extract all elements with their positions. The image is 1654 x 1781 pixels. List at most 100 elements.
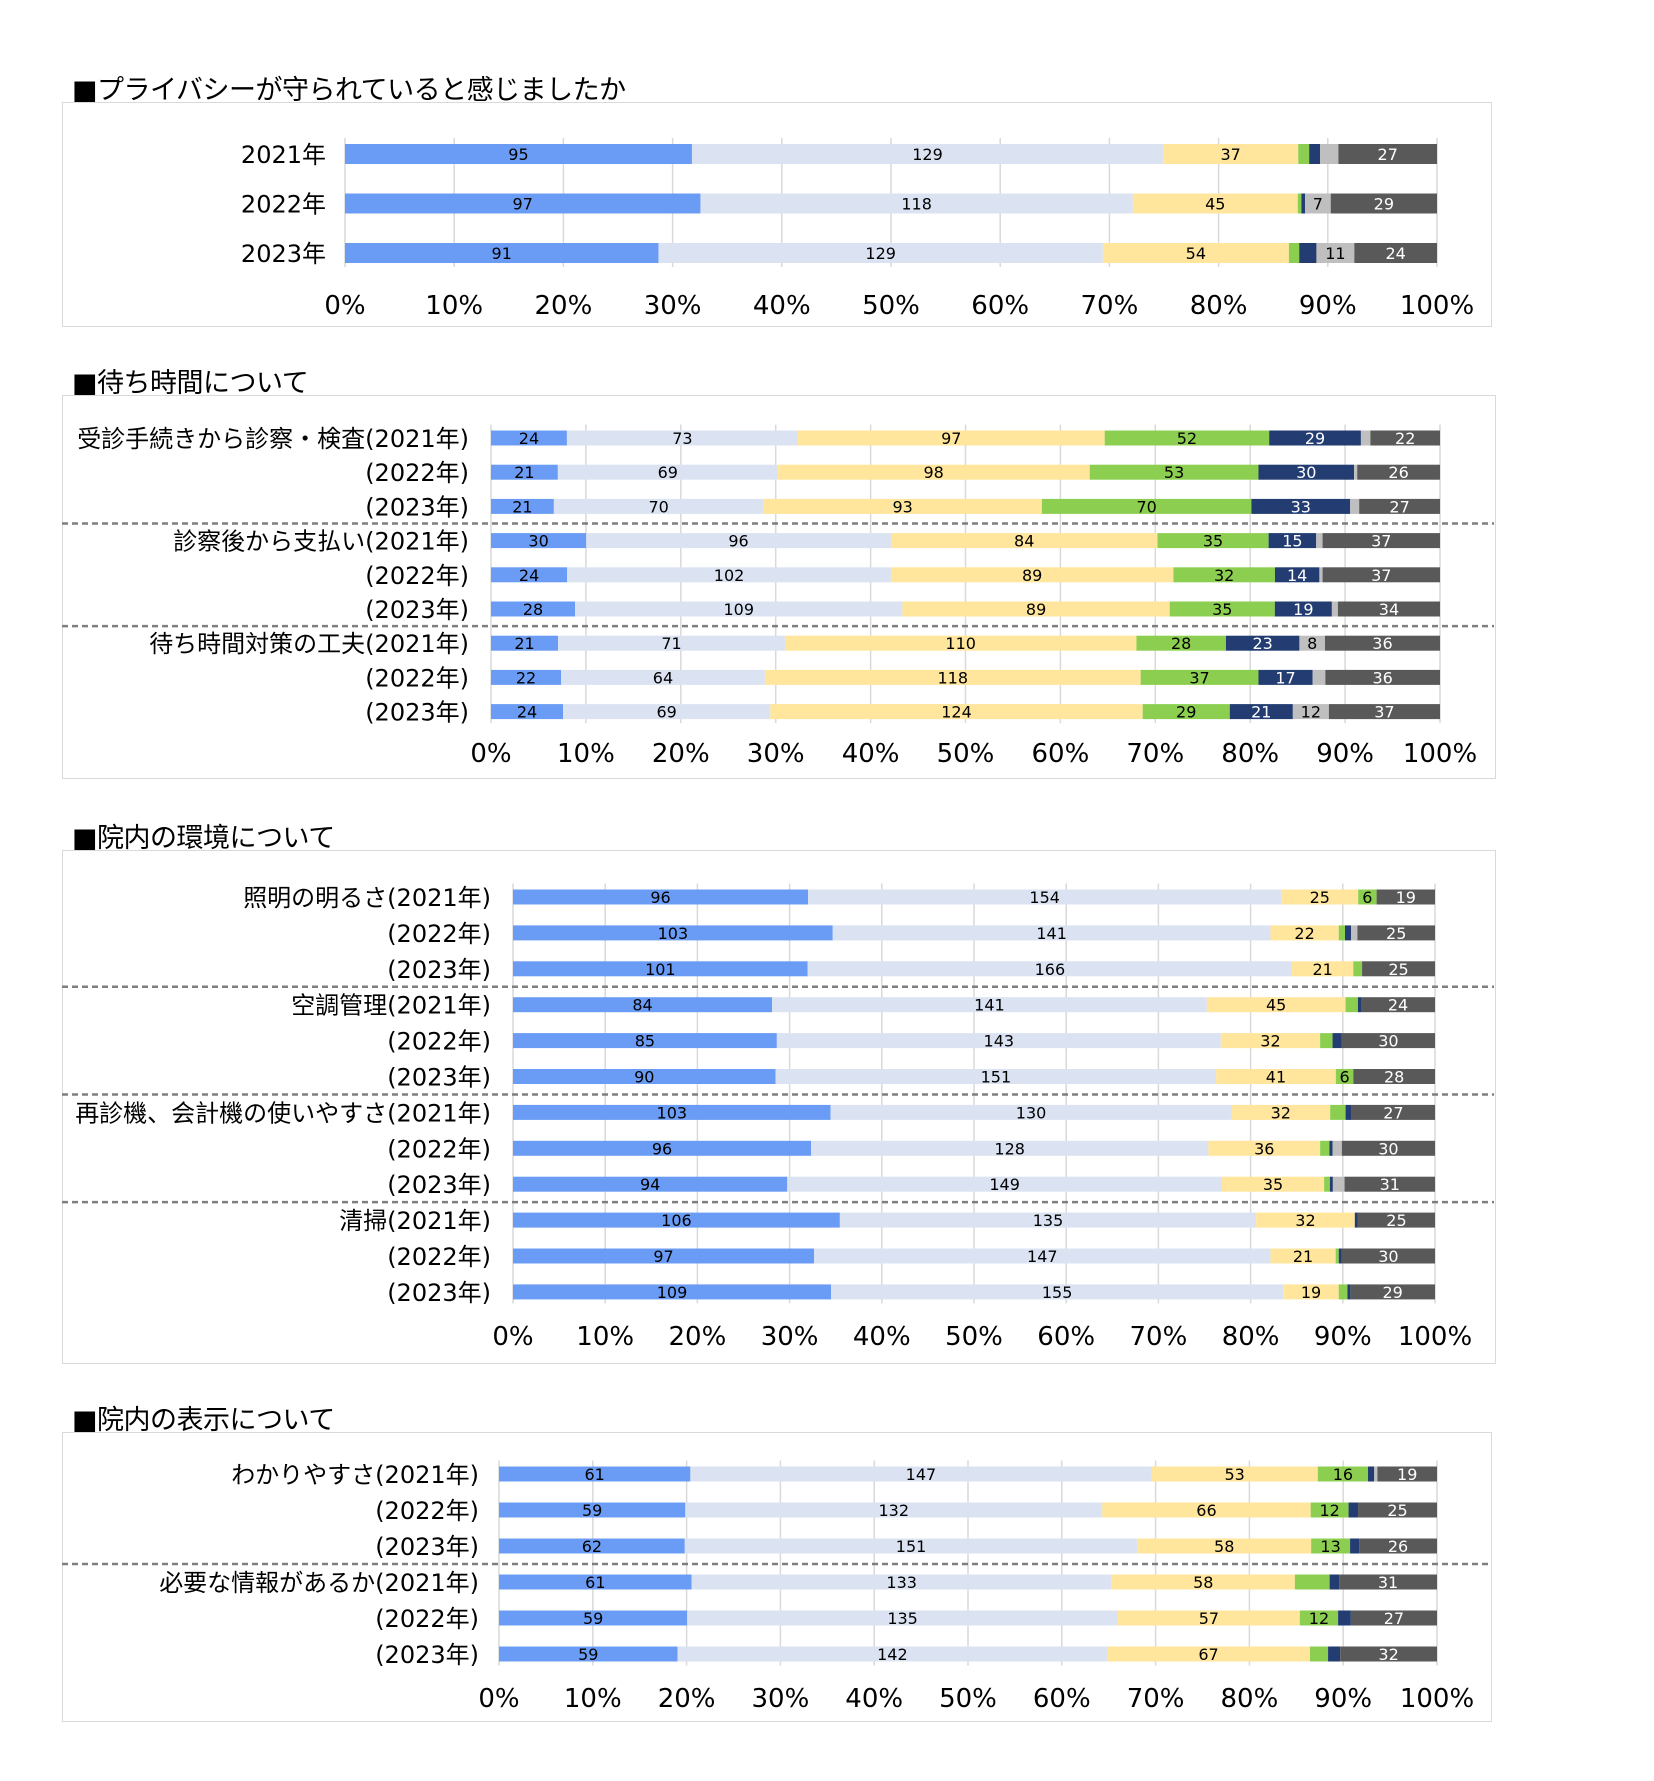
category-label: (2023年)	[387, 956, 491, 984]
bar-segment	[1357, 1212, 1435, 1228]
category-label: (2022年)	[387, 1028, 491, 1056]
bar-segment	[764, 669, 1141, 685]
bar-segment	[1359, 1538, 1437, 1554]
data-label: 109	[657, 1283, 688, 1302]
bar-segment	[513, 925, 833, 941]
bar-segment	[1329, 1574, 1340, 1590]
bar-segment	[1330, 193, 1437, 214]
bar-segment	[1376, 889, 1435, 905]
data-label: 27	[1383, 1103, 1403, 1122]
data-label: 19	[1396, 888, 1416, 907]
bar-segment	[345, 144, 692, 164]
bar-segment	[1316, 533, 1323, 549]
bar-segment	[1298, 144, 1310, 164]
bar-segment	[831, 1284, 1284, 1300]
bar-segment	[1220, 1033, 1321, 1049]
bar-segment	[1338, 1610, 1351, 1626]
category-label: 受診手続きから診察・検査(2021年)	[77, 425, 469, 453]
x-tick-label: 20%	[535, 291, 593, 321]
data-label: 32	[1378, 1645, 1398, 1664]
data-label: 25	[1386, 924, 1406, 943]
data-label: 27	[1384, 1609, 1404, 1628]
bar-segment	[586, 533, 891, 549]
x-tick-label: 20%	[669, 1322, 727, 1352]
data-label: 22	[1395, 429, 1415, 448]
bar-segment	[575, 601, 903, 617]
bar-segment	[1360, 430, 1371, 446]
data-label: 37	[1189, 668, 1209, 687]
data-label: 37	[1220, 145, 1240, 164]
data-label: 103	[658, 924, 689, 943]
bar-segment	[1316, 243, 1355, 263]
bar-segment	[1222, 1176, 1325, 1192]
data-label: 166	[1035, 960, 1066, 979]
category-label: (2023年)	[365, 596, 469, 624]
bar-segment	[1332, 1140, 1342, 1156]
bar-segment	[1350, 1538, 1360, 1554]
category-label: 2021年	[241, 141, 326, 169]
bar-segment	[1324, 1176, 1330, 1192]
data-label: 141	[1036, 924, 1067, 943]
bar-segment	[1151, 1466, 1318, 1482]
bar-segment	[687, 1610, 1118, 1626]
data-label: 85	[635, 1032, 655, 1051]
bar-segment	[1351, 925, 1358, 941]
bar-segment	[1331, 601, 1338, 617]
bar-segment	[1347, 1284, 1351, 1300]
data-label: 31	[1378, 1573, 1398, 1592]
data-label: 24	[1385, 244, 1405, 263]
data-label: 96	[728, 532, 748, 551]
bar-segment	[513, 961, 808, 977]
bar-segment	[1317, 1466, 1368, 1482]
bar-segment	[513, 1104, 831, 1120]
data-label: 28	[523, 600, 543, 619]
category-label: 2023年	[241, 240, 326, 268]
bar-segment	[1354, 243, 1437, 263]
x-tick-label: 20%	[652, 739, 710, 769]
bar-segment	[1270, 1248, 1336, 1264]
data-label: 58	[1214, 1537, 1234, 1556]
x-tick-label: 0%	[324, 291, 365, 321]
category-label: (2022年)	[365, 664, 469, 692]
bar-segment	[1309, 1646, 1329, 1662]
bar-segment	[1351, 1104, 1435, 1120]
data-label: 106	[661, 1211, 692, 1230]
bar-segment	[807, 961, 1293, 977]
category-label: (2023年)	[375, 1641, 479, 1669]
x-tick-label: 100%	[1398, 1322, 1472, 1352]
x-tick-label: 80%	[1190, 291, 1248, 321]
data-label: 36	[1372, 668, 1392, 687]
bar-segment	[1107, 1646, 1310, 1662]
data-label: 71	[661, 634, 681, 653]
bar-segment	[1344, 925, 1352, 941]
bar-segment	[890, 533, 1158, 549]
category-label: (2022年)	[375, 1605, 479, 1633]
category-label: (2022年)	[387, 1243, 491, 1271]
data-label: 30	[1378, 1139, 1398, 1158]
bar-segment	[566, 430, 798, 446]
bar-segment	[1362, 961, 1435, 977]
bar-segment	[1137, 1538, 1312, 1554]
bar-segment	[1341, 1033, 1435, 1049]
data-label: 21	[512, 497, 532, 516]
category-label: (2023年)	[375, 1533, 479, 1561]
bar-segment	[1339, 1574, 1437, 1590]
data-label: 95	[508, 145, 528, 164]
data-label: 97	[513, 195, 533, 214]
bar-segment	[890, 567, 1174, 583]
bar-segment	[1374, 1466, 1378, 1482]
bar-segment	[902, 601, 1170, 617]
bar-segment	[558, 635, 785, 651]
bar-segment	[1354, 1212, 1358, 1228]
category-label: 診察後から支払い(2021年)	[173, 528, 469, 556]
category-label: (2023年)	[365, 493, 469, 521]
data-label: 26	[1388, 1537, 1408, 1556]
bar-segment	[772, 997, 1207, 1013]
bar-segment	[1256, 1212, 1355, 1228]
bar-segment	[1283, 1284, 1339, 1300]
data-label: 28	[1384, 1068, 1404, 1087]
data-label: 93	[892, 497, 912, 516]
data-label: 22	[516, 668, 536, 687]
data-label: 35	[1203, 532, 1223, 551]
